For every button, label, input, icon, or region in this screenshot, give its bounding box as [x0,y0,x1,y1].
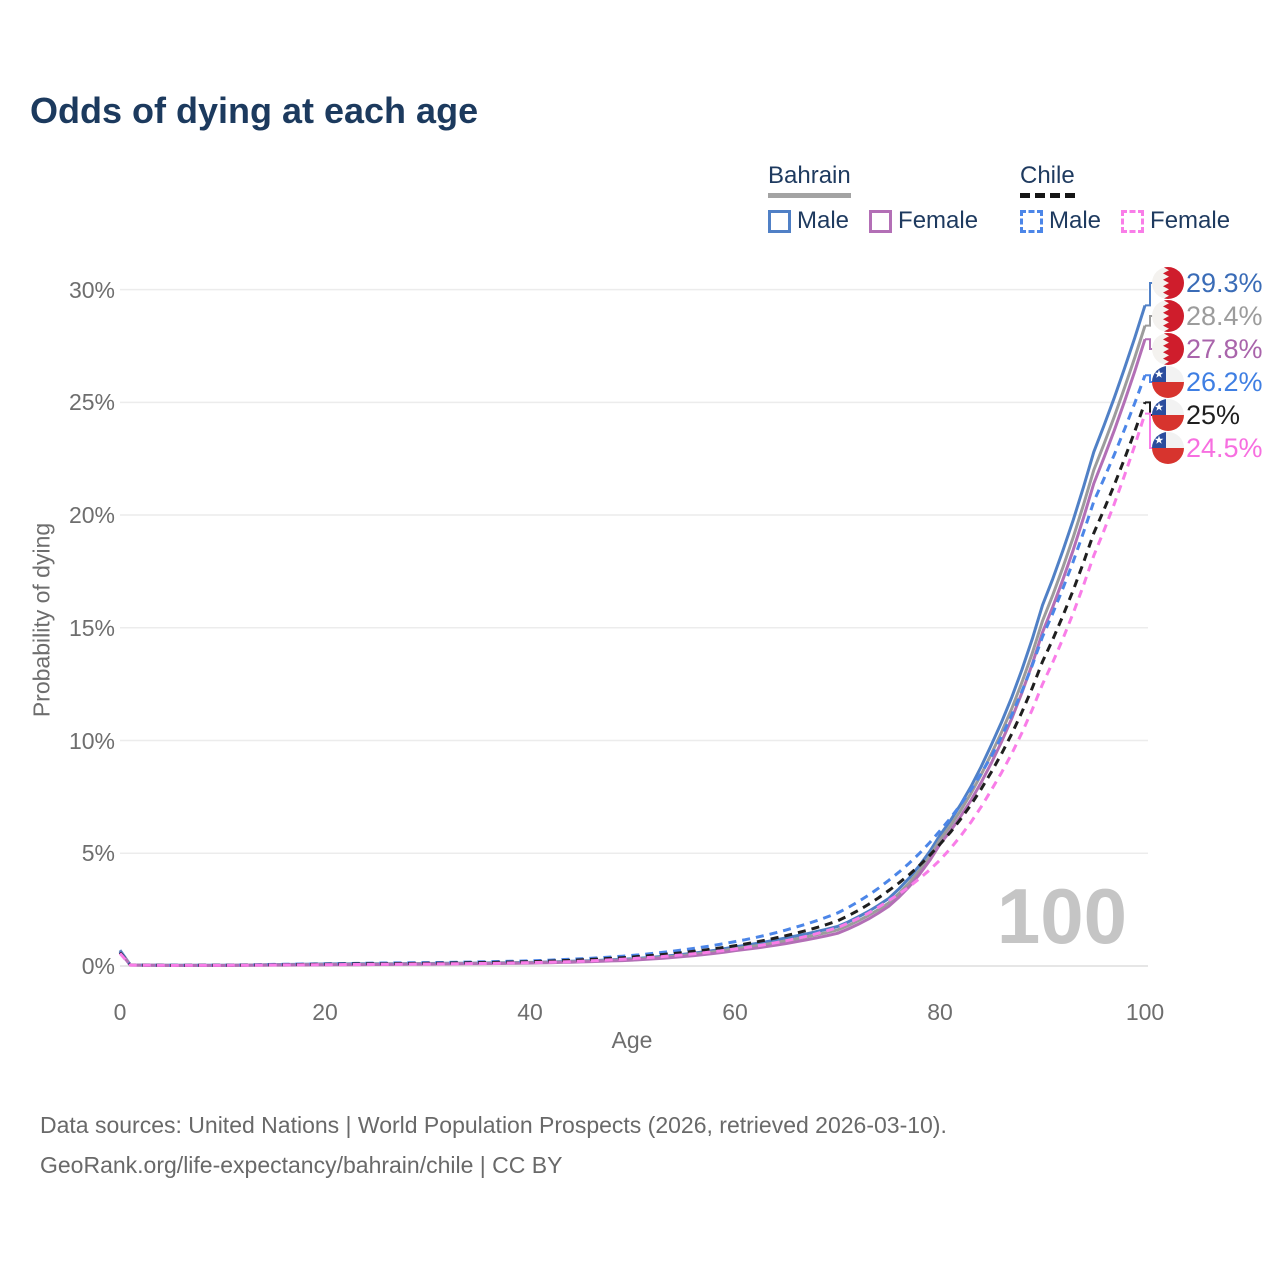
legend-item-bahrain-male[interactable]: Male [768,207,849,235]
y-tick-20: 20% [68,502,115,528]
legend-item-chile-male[interactable]: Male [1020,207,1101,235]
bahrain-flag-icon [1152,267,1184,299]
chile-flag-icon [1152,432,1184,464]
footer: Data sources: United Nations | World Pop… [40,1105,947,1185]
x-tick-80: 80 [927,999,953,1025]
legend-item-bahrain-female[interactable]: Female [869,207,978,235]
y-tick-25: 25% [68,389,115,415]
series-line-chile-male[interactable] [118,374,1147,967]
age-watermark: 100 [997,872,1127,960]
chile-female-swatch-icon [1121,209,1145,233]
bahrain-flag-icon [1152,300,1184,332]
legend-header-bahrain[interactable]: Bahrain [768,162,851,198]
end-label-chile-female: 24.5% [1186,433,1263,463]
end-label-bahrain-female: 27.8% [1186,334,1263,364]
y-tick-30: 30% [68,277,115,303]
chile-male-swatch-icon [1020,209,1043,233]
legend-label-chile-male: Male [1049,207,1102,234]
series-line-bahrain-all[interactable] [118,325,1147,967]
chile-flag-icon [1152,399,1184,431]
legend-label-bahrain-female: Female [898,207,979,234]
series-line-bahrain-male[interactable] [118,304,1147,967]
series-line-bahrain-female[interactable] [118,338,1147,967]
series-line-chile-all[interactable] [118,401,1147,967]
y-tick-0: 0% [81,953,115,979]
chile-flag-icon [1152,366,1184,398]
series-lines [118,304,1147,967]
x-axis-title: Age [611,1027,653,1053]
legend-group-chile: Chile Male Female [1020,162,1230,235]
end-label-bahrain-all: 28.4% [1186,301,1263,331]
x-tick-0: 0 [113,999,127,1025]
x-tick-100: 100 [1125,999,1165,1025]
bahrain-flag-icon [1152,333,1184,365]
legend-item-chile-female[interactable]: Female [1121,207,1230,235]
x-tick-20: 20 [312,999,338,1025]
series-line-chile-female[interactable] [118,413,1147,967]
y-axis-title: Probability of dying [28,522,55,718]
bahrain-female-swatch-icon [869,209,893,233]
x-tick-40: 40 [517,999,543,1025]
page-title: Odds of dying at each age [30,90,479,131]
legend-label-chile-female: Female [1150,207,1231,234]
y-tick-15: 15% [68,615,115,641]
legend-group-bahrain: Bahrain Male Female [768,162,978,235]
legend-label-bahrain-male: Male [797,207,850,234]
end-label-chile-all: 25% [1186,400,1241,430]
end-label-chile-male: 26.2% [1186,367,1263,397]
age-watermark-text: 100 [997,872,1127,960]
y-tick-10: 10% [68,728,115,754]
y-tick-5: 5% [81,840,115,866]
footer-sources: Data sources: United Nations | World Pop… [40,1112,947,1138]
footer-link[interactable]: GeoRank.org/life-expectancy/bahrain/chil… [40,1152,563,1178]
end-label-bahrain-male: 29.3% [1186,268,1263,298]
bahrain-male-swatch-icon [768,209,791,233]
legend-header-chile[interactable]: Chile [1020,162,1075,198]
gridlines [120,288,1148,967]
x-tick-60: 60 [722,999,748,1025]
flag-icons [1152,267,1184,464]
